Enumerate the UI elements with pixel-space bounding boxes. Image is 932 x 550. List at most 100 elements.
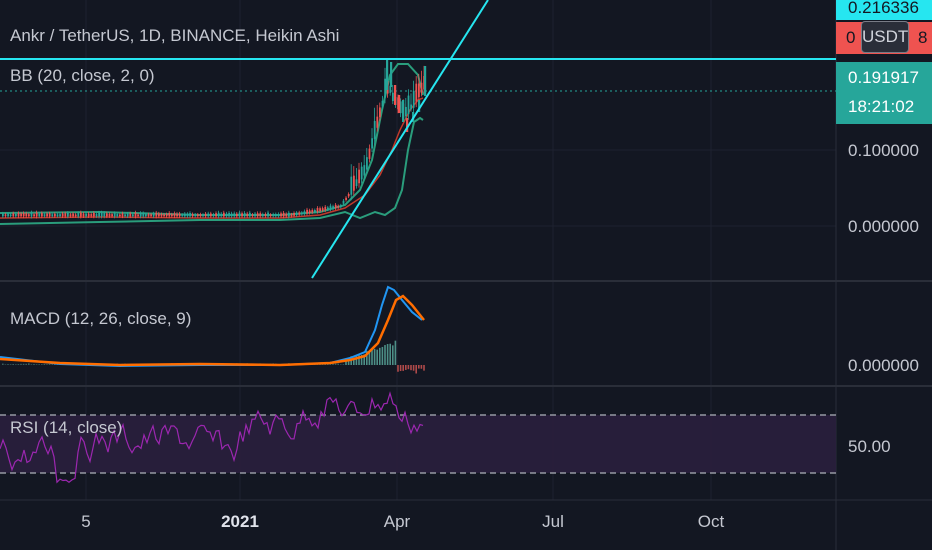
candle-body <box>399 101 402 114</box>
macd-histogram-bar <box>51 364 53 365</box>
candle-body <box>236 213 238 217</box>
macd-histogram-bar <box>7 364 9 365</box>
bb-basis <box>0 97 424 219</box>
candle-body <box>301 212 303 215</box>
candle-body <box>121 213 124 217</box>
candle-body <box>215 213 217 217</box>
candle-body <box>129 213 132 217</box>
candle-body <box>173 213 176 217</box>
candle-body <box>64 213 67 217</box>
candle-body <box>106 213 108 217</box>
candle-body <box>108 213 111 217</box>
macd-histogram-bar <box>358 354 360 365</box>
rsi-axis-tick: 50.00 <box>848 437 891 456</box>
macd-histogram-bar <box>334 363 337 365</box>
candle-body <box>212 214 215 217</box>
current-price-tag: 0.191917 18:21:02 <box>836 62 932 124</box>
macd-histogram-bar <box>9 364 12 365</box>
macd-histogram-bar <box>381 346 384 365</box>
candle-body <box>85 213 87 217</box>
candle-body <box>319 208 321 212</box>
candle-body <box>314 210 316 212</box>
candle-body <box>347 194 350 197</box>
candle-body <box>233 213 236 217</box>
macd-histogram-bar <box>405 365 407 370</box>
current-price-value: 0.191917 <box>848 68 919 87</box>
candle-body <box>269 214 272 217</box>
candle-body <box>342 200 345 204</box>
candle-body <box>194 214 197 217</box>
candle-body <box>77 213 80 217</box>
candle-body <box>334 204 337 209</box>
candle-body <box>80 212 82 217</box>
candle-body <box>329 205 332 210</box>
macd-histogram-bar <box>355 355 358 365</box>
rsi-indicator-label[interactable]: RSI (14, close) <box>10 418 123 437</box>
macd-histogram-bar <box>379 347 381 365</box>
candle-body <box>293 213 295 216</box>
currency-button[interactable]: USDT <box>861 21 909 53</box>
candle-body <box>12 213 15 217</box>
macd-histogram-bar <box>48 364 51 365</box>
candle-body <box>48 213 51 217</box>
macd-histogram-bar <box>22 363 25 365</box>
macd-histogram-bar <box>402 365 404 371</box>
macd-histogram-bar <box>20 363 22 365</box>
macd-histogram-bar <box>28 363 30 365</box>
candle-body <box>67 213 69 217</box>
candle-body <box>93 213 95 217</box>
candle-body <box>43 214 46 217</box>
candle-body <box>379 107 381 118</box>
macd-histogram-bar <box>35 364 38 365</box>
candle-body <box>134 212 137 217</box>
candle-body <box>368 148 371 159</box>
bb-lower <box>0 116 424 225</box>
macd-histogram-bar <box>15 364 17 365</box>
candle-body <box>139 213 142 217</box>
candle-body <box>103 213 106 217</box>
candle-body <box>389 85 392 93</box>
x-tick: Apr <box>383 512 411 531</box>
candle-body <box>406 118 409 132</box>
bb-indicator-label[interactable]: BB (20, close, 2, 0) <box>10 66 155 85</box>
candle-body <box>267 212 269 217</box>
candle-body <box>316 208 319 212</box>
trendline[interactable] <box>311 0 489 279</box>
candle-body <box>116 214 119 217</box>
candle-body <box>350 176 353 195</box>
candle-body <box>228 212 230 217</box>
candle-body <box>158 213 160 217</box>
candle-body <box>204 213 207 217</box>
macd-histogram-bar <box>386 344 389 365</box>
macd-histogram-bar <box>43 364 46 365</box>
candle-body <box>295 212 298 216</box>
candle-body <box>74 214 77 217</box>
macd-histogram-bar <box>363 354 365 365</box>
candle-body <box>249 212 251 217</box>
horizontal-level-tag: 0.216336 <box>836 0 932 20</box>
macd-histogram-bar <box>420 365 423 369</box>
macd-histogram-bar <box>17 364 20 365</box>
candle-body <box>46 213 48 217</box>
candle-body <box>35 212 38 217</box>
candle-body <box>15 214 17 217</box>
candle-body <box>415 83 418 102</box>
macd-histogram-bar <box>342 364 345 365</box>
macd-histogram-bar <box>407 365 410 370</box>
x-tick: Oct <box>697 512 725 531</box>
candle-body <box>418 83 420 98</box>
x-tick: 2021 <box>221 512 259 531</box>
candle-body <box>251 214 254 217</box>
chart-title[interactable]: Ankr / TetherUS, 1D, BINANCE, Heikin Ash… <box>10 26 340 45</box>
candle-body <box>98 212 100 217</box>
candle-body <box>100 212 103 217</box>
candle-body <box>405 106 407 117</box>
candle-body <box>2 213 4 217</box>
candle-body <box>30 212 33 217</box>
candle-body <box>210 213 212 217</box>
macd-indicator-label[interactable]: MACD (12, 26, close, 9) <box>10 309 192 328</box>
candle-body <box>285 213 288 217</box>
candle-body <box>124 214 126 217</box>
red-tag-left: 0 <box>846 28 856 47</box>
